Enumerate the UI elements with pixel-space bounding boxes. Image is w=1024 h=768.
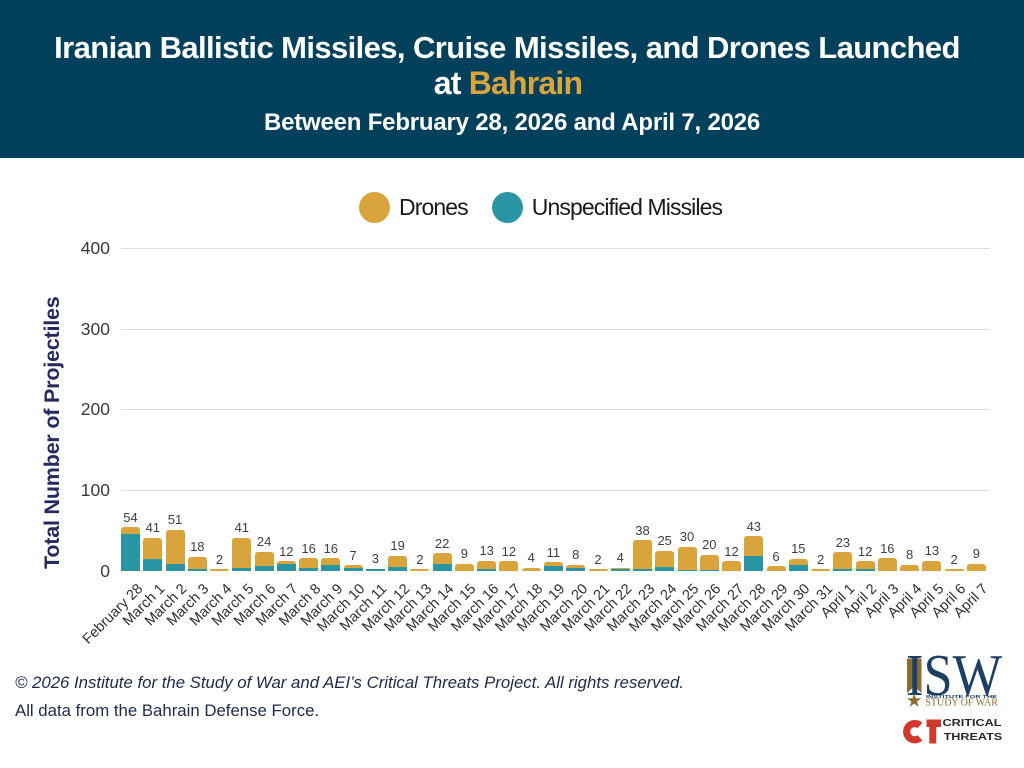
svg-text:STUDY OF WAR: STUDY OF WAR [925, 698, 998, 709]
svg-text:THREATS: THREATS [944, 732, 1003, 743]
svg-text:ISW: ISW [906, 650, 1002, 708]
svg-text:CRITICAL: CRITICAL [943, 718, 1002, 729]
svg-text:INSTITUTE FOR THE: INSTITUTE FOR THE [926, 694, 997, 699]
